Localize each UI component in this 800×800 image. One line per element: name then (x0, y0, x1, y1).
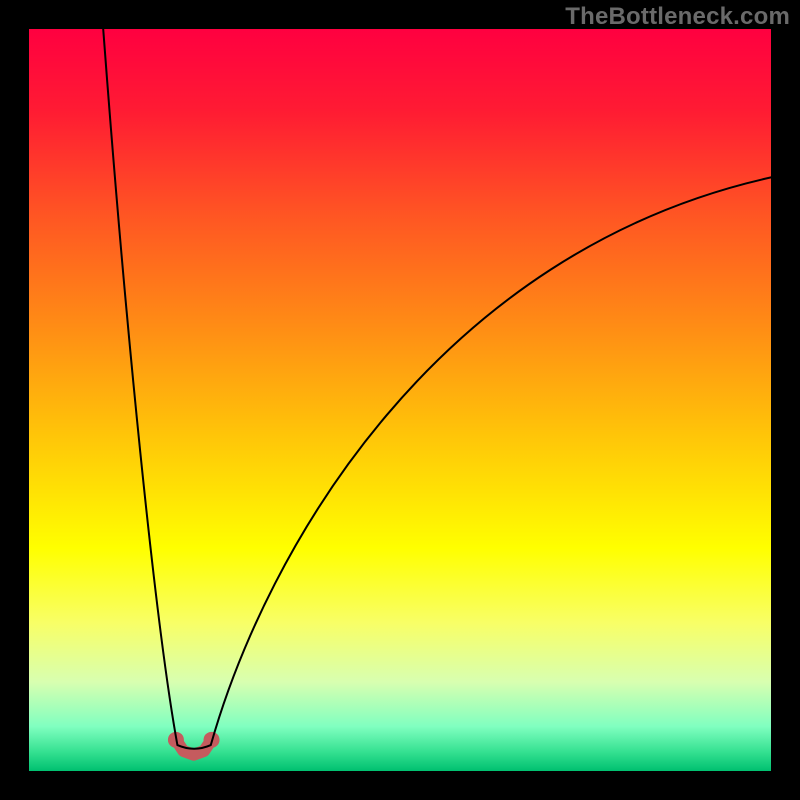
chart-container: TheBottleneck.com (0, 0, 800, 800)
watermark-text: TheBottleneck.com (565, 3, 790, 31)
bottleneck-chart (0, 0, 800, 800)
